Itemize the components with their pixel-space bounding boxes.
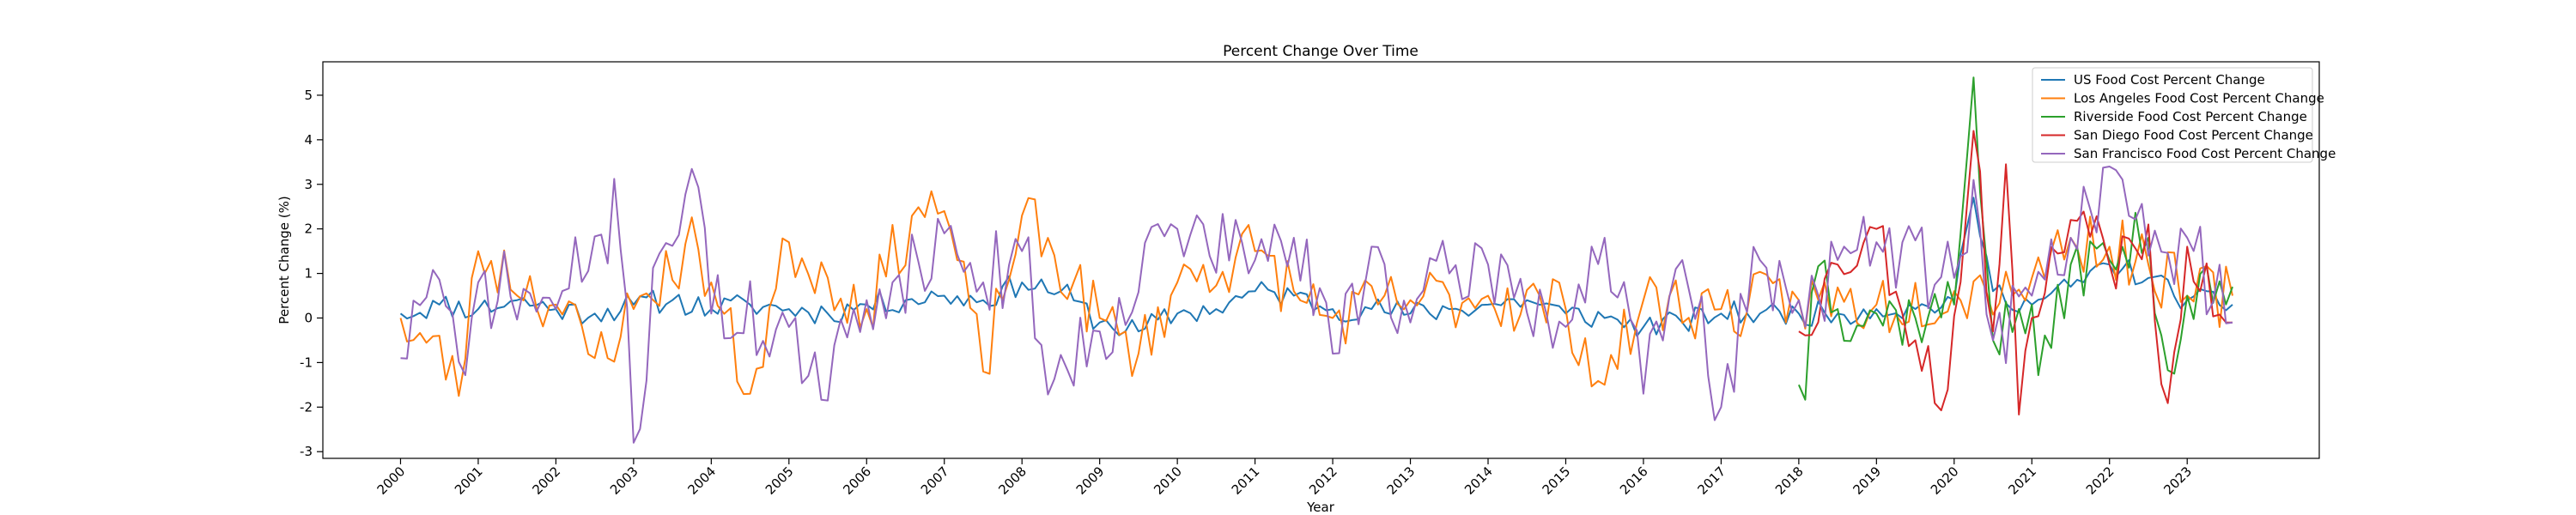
y-tick-label: 1 <box>304 266 313 282</box>
y-axis: -3 -2 -1 0 1 2 3 4 5 <box>300 88 323 459</box>
series-line-2 <box>1797 76 2233 401</box>
y-tick-label: 3 <box>304 177 313 192</box>
legend-label: US Food Cost Percent Change <box>2074 72 2265 88</box>
legend-box <box>2032 67 2313 163</box>
series-line-4 <box>400 166 2233 444</box>
plot-frame <box>322 61 2320 459</box>
legend: US Food Cost Percent Change Los Angeles F… <box>2032 67 2336 163</box>
y-tick-label: 0 <box>304 310 313 325</box>
y-tick-label: 5 <box>304 88 313 103</box>
y-tick-label: -2 <box>300 399 313 415</box>
legend-label: Los Angeles Food Cost Percent Change <box>2074 91 2324 106</box>
y-tick-label: -1 <box>300 354 313 370</box>
series-line-3 <box>1798 130 2233 415</box>
y-axis-label: Percent Change (%) <box>276 196 292 324</box>
legend-label: San Francisco Food Cost Percent Change <box>2074 146 2336 161</box>
legend-label: San Diego Food Cost Percent Change <box>2074 128 2313 143</box>
y-tick-label: 2 <box>304 221 313 237</box>
y-tick-label: -3 <box>300 444 313 459</box>
series-lines <box>399 76 2233 444</box>
y-tick-label: 4 <box>304 132 313 148</box>
plot-area <box>322 61 2320 459</box>
legend-label: Riverside Food Cost Percent Change <box>2074 109 2307 124</box>
series-line-0 <box>399 197 2233 337</box>
x-axis-label: Year <box>1306 500 1335 515</box>
chart-title: Percent Change Over Time <box>1223 43 1419 60</box>
